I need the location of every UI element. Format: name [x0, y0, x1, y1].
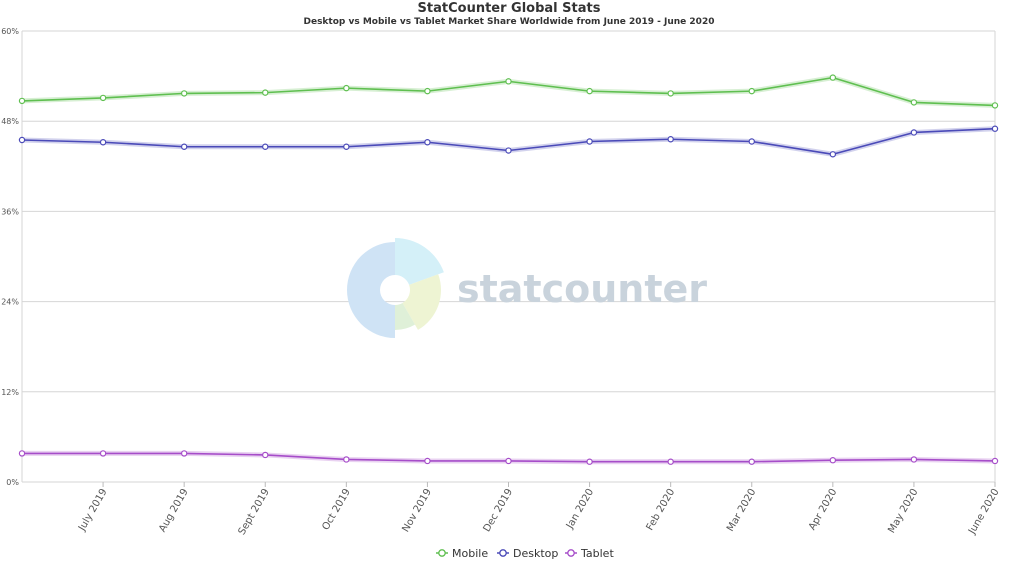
- legend-label: Tablet: [580, 547, 614, 560]
- x-axis: July 2019 Aug 2019 Sept 2019 Oct 2019 Nov 20…: [76, 482, 1002, 537]
- chart-title: StatCounter Global Stats: [418, 1, 601, 16]
- x-tick-label: Aug 2019: [157, 487, 191, 534]
- chart-subtitle: Desktop vs Mobile vs Tablet Market Share…: [304, 17, 715, 27]
- series-tablet-point[interactable]: [829, 457, 837, 464]
- y-tick-label: 36%: [1, 207, 19, 216]
- series-desktop-point[interactable]: [748, 138, 755, 145]
- series-mobile-point[interactable]: [505, 78, 512, 85]
- y-tick-label: 48%: [1, 117, 19, 126]
- series-desktop-point[interactable]: [99, 139, 107, 146]
- series-tablet-point[interactable]: [910, 456, 918, 463]
- series-tablet-point[interactable]: [505, 457, 512, 465]
- series-tablet-point[interactable]: [262, 451, 269, 459]
- series-desktop-point[interactable]: [910, 129, 918, 136]
- watermark-text: statcounter: [457, 267, 707, 311]
- y-axis: 0% 12% 24% 36% 48% 60%: [1, 27, 19, 487]
- series-tablet-point[interactable]: [180, 450, 188, 457]
- series-mobile-point[interactable]: [18, 97, 26, 105]
- watermark: statcounter: [347, 238, 707, 338]
- series-mobile-point[interactable]: [343, 84, 350, 92]
- watermark-logo-segment-blue: [347, 242, 395, 338]
- series-mobile-point[interactable]: [910, 99, 918, 106]
- x-tick-label: Apr 2020: [807, 487, 839, 532]
- watermark-logo-segment-yellow: [402, 274, 441, 330]
- series-desktop-point[interactable]: [505, 147, 512, 154]
- grid: [21, 30, 996, 483]
- x-tick-label: Feb 2020: [645, 487, 678, 533]
- legend-label: Desktop: [513, 547, 558, 560]
- series-mobile-point[interactable]: [180, 90, 188, 97]
- series-mobile-point[interactable]: [262, 89, 269, 96]
- series-desktop-point[interactable]: [262, 143, 269, 150]
- legend-swatch-marker: [567, 549, 575, 557]
- y-tick-label: 0%: [6, 478, 19, 487]
- x-tick-label: Jan 2020: [564, 487, 596, 532]
- x-tick-label: May 2020: [886, 487, 920, 535]
- series-desktop-point[interactable]: [424, 139, 431, 146]
- series-desktop-point[interactable]: [586, 138, 593, 145]
- series-desktop-point[interactable]: [829, 151, 837, 158]
- series-mobile-point[interactable]: [99, 94, 107, 102]
- x-tick-label: Nov 2019: [400, 487, 434, 534]
- series-desktop-point[interactable]: [180, 143, 188, 150]
- series-desktop-point[interactable]: [18, 136, 26, 144]
- series-mobile-point[interactable]: [991, 102, 999, 109]
- series-desktop-point[interactable]: [667, 136, 674, 143]
- series-desktop-point[interactable]: [991, 125, 999, 132]
- series-mobile-point[interactable]: [748, 87, 755, 95]
- legend-label: Mobile: [452, 547, 488, 560]
- series-mobile-point[interactable]: [424, 87, 431, 95]
- series-mobile-point[interactable]: [586, 87, 593, 95]
- watermark-logo-segment-cyan: [395, 238, 444, 285]
- series-layer: [18, 74, 999, 465]
- legend-item-tablet[interactable]: Tablet: [565, 547, 614, 560]
- y-tick-label: 24%: [1, 298, 19, 307]
- series-tablet-point[interactable]: [343, 456, 350, 463]
- series-tablet-point[interactable]: [748, 458, 755, 465]
- series-tablet-point[interactable]: [586, 458, 593, 465]
- watermark-logo-segment-green: [395, 302, 415, 330]
- legend-swatch-marker: [438, 549, 446, 557]
- x-tick-label: Sept 2019: [237, 487, 272, 537]
- series-tablet-point[interactable]: [18, 450, 26, 457]
- series-mobile-point[interactable]: [667, 90, 674, 97]
- y-tick-label: 12%: [1, 388, 19, 397]
- legend-item-desktop[interactable]: Desktop: [497, 547, 558, 560]
- legend-item-mobile[interactable]: Mobile: [436, 547, 488, 560]
- x-tick-label: Dec 2019: [482, 487, 516, 534]
- series-tablet-point[interactable]: [991, 457, 999, 465]
- x-tick-label: Mar 2020: [725, 487, 758, 534]
- x-tick-label: June 2020: [966, 487, 1001, 537]
- series-mobile-point[interactable]: [829, 74, 837, 81]
- legend-swatch-marker: [499, 549, 507, 557]
- series-tablet-point[interactable]: [99, 450, 107, 457]
- series-tablet-point[interactable]: [424, 457, 431, 465]
- legend[interactable]: Mobile Desktop Tablet: [436, 547, 614, 560]
- x-tick-label: Oct 2019: [320, 487, 352, 532]
- y-tick-label: 60%: [1, 27, 19, 36]
- series-desktop-point[interactable]: [343, 143, 350, 150]
- x-tick-label: July 2019: [76, 487, 109, 534]
- series-tablet-point[interactable]: [667, 458, 674, 465]
